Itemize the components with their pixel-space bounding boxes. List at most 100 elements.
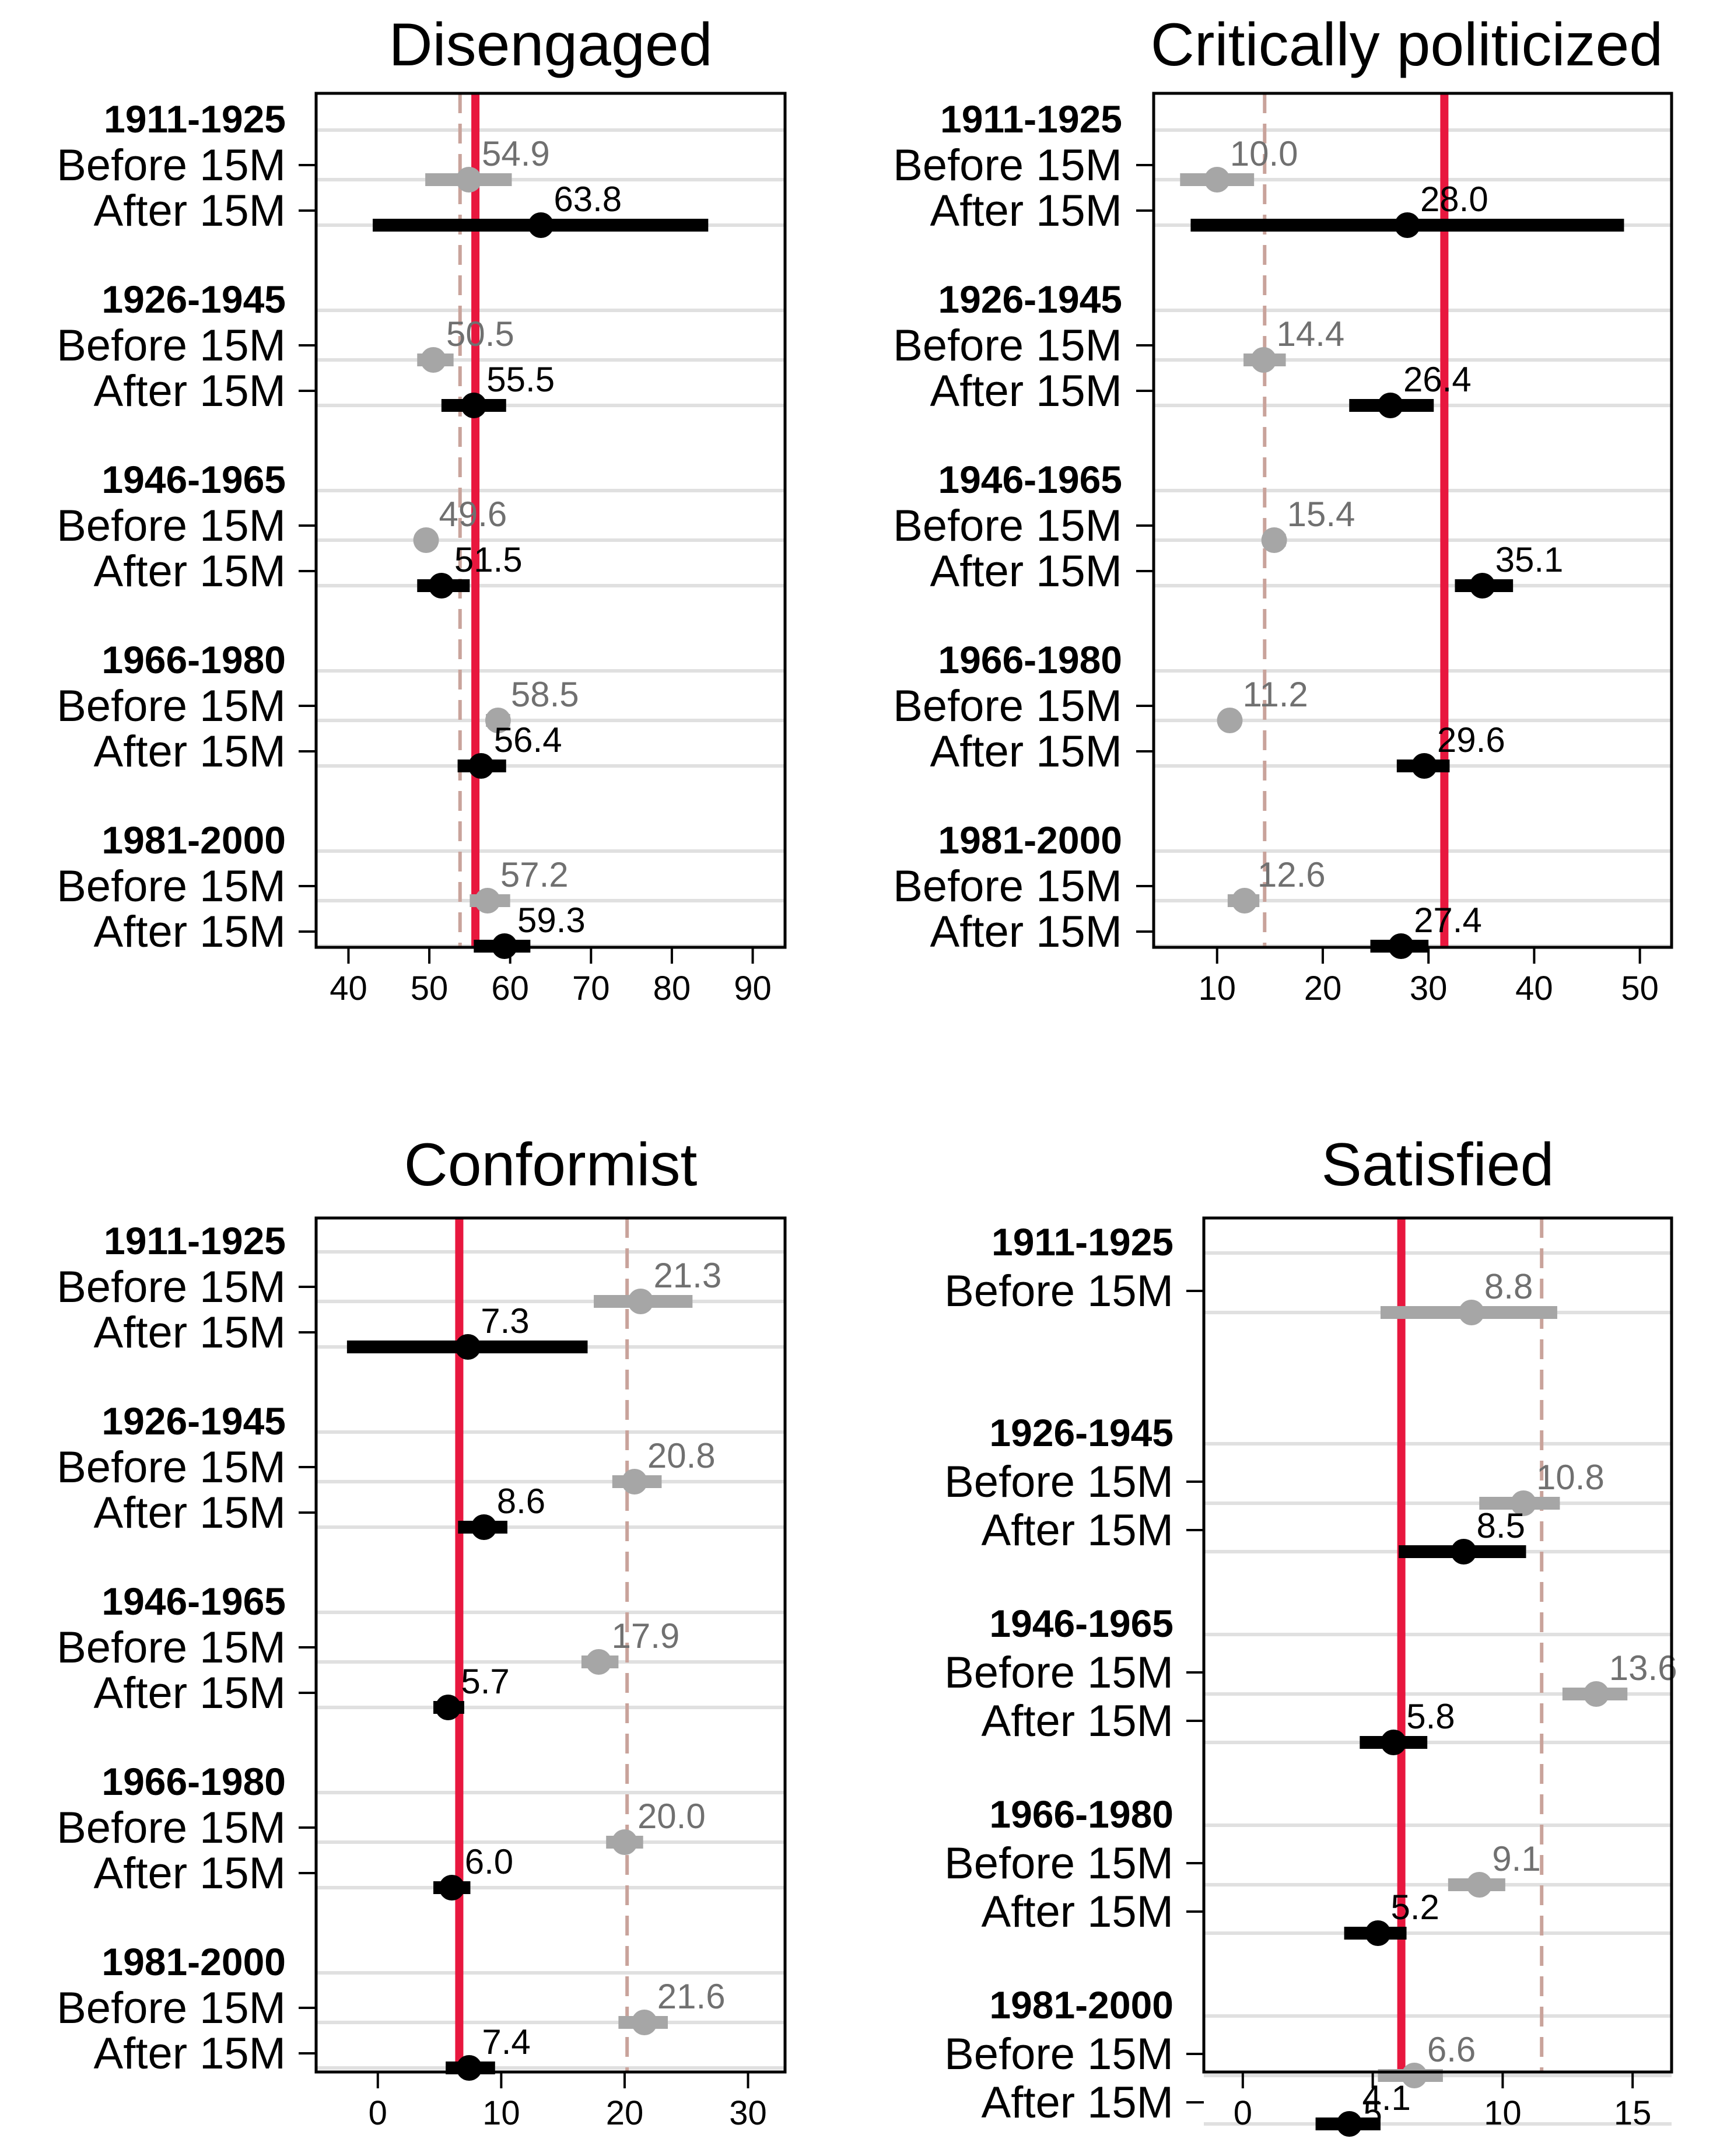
point [1451,1539,1477,1564]
value-label: 27.4 [1414,901,1482,940]
point [1394,212,1420,238]
value-label: 7.4 [482,2022,530,2062]
x-tick-label: 50 [411,970,449,1007]
period-label: After 15M [930,186,1122,236]
period-label: Before 15M [944,2029,1173,2079]
period-label: Before 15M [57,681,286,731]
period-label: Before 15M [944,1266,1173,1316]
period-label: Before 15M [57,1443,286,1492]
point [1204,167,1230,192]
period-label: After 15M [94,2029,286,2078]
period-label: After 15M [94,547,286,596]
point [428,573,454,598]
value-label: 20.0 [637,1797,706,1836]
x-tick-label: 20 [1304,970,1342,1007]
value-label: 15.4 [1287,495,1355,534]
period-label: After 15M [930,366,1122,416]
point [631,2010,657,2035]
period-label: Before 15M [944,1457,1173,1507]
value-label: 59.3 [517,901,586,940]
cohort-label: 1966-1980 [938,638,1122,681]
period-label: After 15M [930,727,1122,776]
period-label: After 15M [94,727,286,776]
x-tick-label: 30 [1410,970,1448,1007]
x-tick-label: 80 [653,970,691,1007]
point [586,1649,612,1675]
cohort-label: 1966-1980 [101,1760,286,1803]
value-label: 26.4 [1403,360,1472,399]
value-label: 14.4 [1276,314,1344,354]
value-label: 21.3 [653,1256,721,1295]
period-label: After 15M [930,907,1122,957]
point [1336,2111,1362,2137]
period-label: After 15M [94,1849,286,1898]
point [1458,1300,1484,1325]
x-tick-label: 10 [482,2094,520,2132]
value-label: 35.1 [1495,540,1564,579]
period-label: After 15M [930,547,1122,596]
cohort-label: 1946-1965 [101,458,286,501]
period-label: Before 15M [893,862,1122,911]
x-tick-label: 15 [1614,2094,1652,2132]
value-label: 10.8 [1536,1458,1605,1497]
point [474,888,500,914]
value-label: 8.6 [497,1482,545,1521]
point [1250,347,1277,373]
point [1411,753,1437,779]
point [611,1829,637,1855]
cohort-label: 1981-2000 [101,818,286,862]
point [1381,1730,1407,1755]
point [413,527,439,553]
period-label: Before 15M [57,1262,286,1312]
point [461,393,487,418]
value-label: 54.9 [482,134,550,173]
point [421,347,446,373]
value-label: 49.6 [439,495,507,534]
period-label: After 15M [94,1488,286,1538]
period-label: Before 15M [57,321,286,370]
panel-title: Disengaged [388,11,712,79]
value-label: 51.5 [454,540,523,579]
point [1401,2063,1427,2088]
value-label: 12.6 [1257,855,1326,894]
cohort-label: 1946-1965 [101,1580,286,1623]
period-label: Before 15M [893,141,1122,190]
value-label: 17.9 [612,1616,680,1656]
value-label: 63.8 [554,180,622,219]
value-label: 55.5 [486,360,555,399]
value-label: 9.1 [1492,1839,1540,1878]
point [528,212,554,238]
period-label: After 15M [982,1506,1173,1555]
point [1365,1920,1391,1946]
value-label: 7.3 [481,1301,529,1340]
period-label: After 15M [94,366,286,416]
period-label: Before 15M [57,1623,286,1672]
period-label: After 15M [94,1308,286,1357]
x-tick-label: 30 [729,2094,767,2132]
panel-title: Satisfied [1322,1131,1554,1199]
period-label: Before 15M [893,681,1122,731]
point [1466,1872,1493,1898]
value-label: 11.2 [1242,675,1308,714]
cohort-label: 1926-1945 [101,278,286,321]
cohort-label: 1911-1925 [940,97,1122,141]
x-tick-label: 90 [734,970,772,1007]
cohort-label: 1946-1965 [938,458,1122,501]
x-tick-label: 10 [1198,970,1236,1007]
period-label: After 15M [982,1696,1173,1746]
point [455,1334,481,1360]
period-label: Before 15M [57,141,286,190]
value-label: 5.7 [461,1662,509,1701]
point [485,708,511,733]
period-label: Before 15M [57,862,286,911]
point [468,753,494,779]
value-label: 4.1 [1362,2078,1411,2118]
x-tick-label: 0 [1234,2094,1252,2132]
period-label: Before 15M [944,1839,1173,1888]
period-label: After 15M [982,1887,1173,1937]
point [1217,708,1243,733]
value-label: 5.8 [1406,1697,1455,1736]
